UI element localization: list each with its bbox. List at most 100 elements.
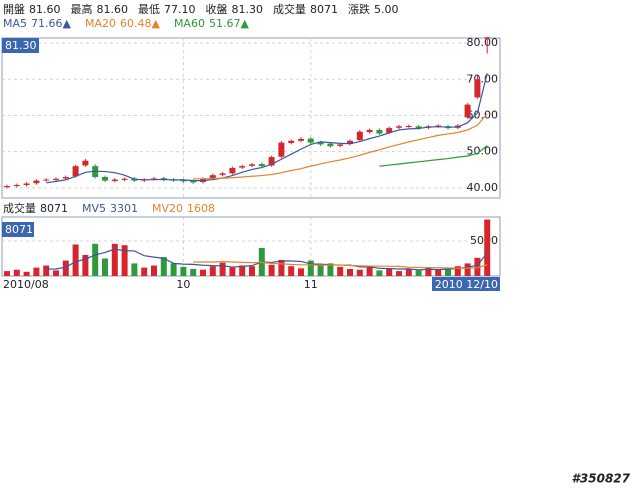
- candle-body: [258, 163, 265, 167]
- candle-body: [190, 180, 197, 183]
- volume-tag: 8071: [5, 223, 33, 236]
- candle-body: [33, 180, 40, 184]
- candle-body: [53, 178, 59, 180]
- legend-value: 51.67▲: [209, 17, 249, 30]
- volume-bar: [464, 263, 471, 276]
- quote-value: 8071: [310, 3, 338, 16]
- candle-body: [82, 160, 89, 166]
- volume-bar: [278, 259, 285, 276]
- volume-bar: [13, 269, 20, 276]
- candle-body: [307, 138, 314, 143]
- volume-bar: [219, 262, 226, 276]
- candle-body: [72, 166, 79, 177]
- volume-bar: [151, 265, 157, 276]
- candle-body: [405, 125, 412, 127]
- quote-label: 收盤: [206, 2, 228, 16]
- candle-body: [396, 126, 402, 128]
- quote-label: 漲跌: [348, 2, 370, 16]
- y-tick-label: 70.00: [467, 72, 499, 85]
- candle-body: [111, 179, 118, 181]
- x-tick-label: 2010/08: [3, 278, 49, 291]
- quote-value: 5.00: [374, 3, 399, 16]
- quote-label: 最高: [71, 2, 93, 16]
- volume-bar: [4, 271, 10, 276]
- candle-body: [209, 175, 216, 179]
- volume-bar: [43, 265, 50, 276]
- y-tick-label: 80.00: [467, 36, 499, 49]
- ma-line: [193, 113, 488, 180]
- volume-bar: [160, 257, 167, 276]
- candle-body: [219, 173, 226, 175]
- volume-bar: [141, 267, 148, 276]
- quote-value: 77.10: [164, 3, 196, 16]
- volume-bar: [53, 270, 59, 276]
- candle-body: [23, 183, 30, 185]
- quote-label: 最低: [138, 3, 160, 16]
- candle-body: [288, 140, 295, 143]
- volume-bar: [474, 257, 481, 276]
- legend-name: MV20: [152, 202, 183, 215]
- candle-body: [386, 128, 393, 133]
- y-tick-label: 60.00: [467, 108, 499, 121]
- volume-bar: [82, 255, 89, 276]
- ma-line: [379, 145, 488, 167]
- candle-body: [13, 184, 20, 187]
- candle-body: [239, 166, 246, 168]
- candle-body: [317, 142, 324, 145]
- volume-bar: [307, 260, 314, 276]
- volume-bar: [376, 270, 383, 276]
- x-tick-label: 2010 12/10: [435, 278, 498, 291]
- volume-bar: [62, 260, 69, 276]
- legend-name: MV5: [82, 202, 106, 215]
- volume-bar: [200, 269, 206, 276]
- legend-value: 8071: [40, 202, 68, 215]
- y-tick-label: 5000: [470, 234, 498, 247]
- volume-bar: [366, 265, 373, 276]
- candle-body: [268, 157, 275, 166]
- candle-body: [415, 126, 422, 129]
- volume-bar: [454, 266, 461, 276]
- volume-legend: 成交量 8071 MV5 3301 MV20 1608: [3, 201, 215, 215]
- candle-body: [121, 178, 128, 180]
- mv-line: [46, 248, 488, 271]
- volume-bar: [268, 264, 275, 276]
- volume-bar: [445, 269, 451, 276]
- volume-bar: [356, 269, 363, 276]
- volume-bar: [239, 265, 246, 276]
- legend-value: 71.66▲: [31, 17, 71, 30]
- volume-bar: [102, 258, 108, 276]
- candle-body: [327, 143, 334, 147]
- candle-body: [464, 104, 471, 118]
- legend-name: MA60: [174, 17, 205, 30]
- candle-body: [278, 142, 285, 157]
- legend-name: MA20: [85, 17, 116, 30]
- candle-body: [376, 129, 383, 134]
- volume-bar: [23, 271, 30, 276]
- quote-value: 81.60: [29, 3, 61, 16]
- volume-bar: [435, 269, 442, 276]
- watermark: #350827: [572, 472, 631, 486]
- candle-body: [356, 131, 363, 141]
- volume-tag-box: [2, 222, 34, 237]
- quote-value: 81.30: [232, 3, 264, 16]
- volume-bar: [229, 267, 236, 276]
- candle-body: [62, 177, 69, 179]
- volume-bar: [72, 244, 79, 276]
- candle-body: [366, 129, 373, 133]
- quote-value: 81.60: [97, 3, 129, 16]
- mv-line: [193, 261, 488, 269]
- volume-bar: [298, 268, 304, 276]
- volume-bar: [317, 265, 324, 276]
- legend-value: 3301: [110, 202, 138, 215]
- quote-label: 開盤: [3, 3, 25, 16]
- ma-line: [46, 73, 488, 184]
- volume-bar: [209, 266, 216, 276]
- volume-bar: [425, 267, 432, 276]
- x-tick-label: 11: [304, 278, 318, 291]
- volume-bar: [415, 270, 422, 276]
- candle-body: [474, 79, 481, 98]
- volume-bar: [190, 269, 197, 276]
- volume-bar: [92, 243, 99, 276]
- volume-bar: [347, 269, 353, 276]
